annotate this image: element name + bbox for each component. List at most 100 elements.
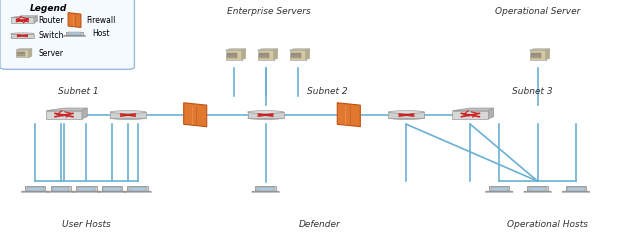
Bar <box>388 112 424 118</box>
Polygon shape <box>452 111 488 119</box>
Text: Legend: Legend <box>30 4 68 12</box>
Ellipse shape <box>110 117 146 120</box>
Ellipse shape <box>11 37 34 38</box>
Bar <box>527 186 548 191</box>
Bar <box>52 187 69 191</box>
Polygon shape <box>68 13 81 27</box>
Polygon shape <box>488 108 493 119</box>
Polygon shape <box>257 49 278 50</box>
Text: Firewall: Firewall <box>86 16 115 25</box>
Polygon shape <box>82 108 87 119</box>
Ellipse shape <box>248 117 284 120</box>
Text: Enterprise Servers: Enterprise Servers <box>227 7 310 16</box>
Polygon shape <box>21 191 49 192</box>
Polygon shape <box>452 108 493 111</box>
Bar <box>16 50 29 57</box>
Bar <box>25 186 45 191</box>
Bar <box>127 186 148 191</box>
Bar <box>27 187 44 191</box>
Polygon shape <box>11 16 37 17</box>
Text: Operational Server: Operational Server <box>495 7 580 16</box>
Bar <box>257 50 274 60</box>
Polygon shape <box>289 49 310 50</box>
Bar <box>259 55 269 56</box>
Text: Server: Server <box>38 49 63 58</box>
Bar <box>255 186 276 191</box>
Bar <box>489 186 509 191</box>
Text: Switch: Switch <box>38 31 64 40</box>
Bar <box>11 34 34 38</box>
Bar <box>531 55 541 56</box>
Bar <box>67 32 83 35</box>
Bar <box>225 50 242 60</box>
Bar <box>291 56 301 57</box>
Polygon shape <box>63 35 86 36</box>
Polygon shape <box>485 191 513 192</box>
Text: Subnet 2: Subnet 2 <box>307 87 348 96</box>
Text: Host: Host <box>92 29 110 38</box>
Bar <box>129 187 146 191</box>
Bar <box>529 187 546 191</box>
Text: User Hosts: User Hosts <box>62 220 111 229</box>
Bar <box>104 187 120 191</box>
Bar <box>76 186 97 191</box>
Bar <box>289 50 306 60</box>
Polygon shape <box>46 108 87 111</box>
Polygon shape <box>242 49 246 60</box>
Bar <box>566 186 586 191</box>
Bar <box>227 53 237 55</box>
Bar <box>17 52 25 54</box>
Bar <box>531 56 541 57</box>
Polygon shape <box>11 17 34 23</box>
Bar <box>248 112 284 118</box>
Text: Router: Router <box>38 16 64 25</box>
Polygon shape <box>274 49 278 60</box>
Text: Subnet 1: Subnet 1 <box>58 87 98 96</box>
Polygon shape <box>529 49 550 50</box>
Polygon shape <box>124 191 152 192</box>
Polygon shape <box>306 49 310 60</box>
Polygon shape <box>47 191 75 192</box>
Bar <box>291 53 301 55</box>
Text: Subnet 3: Subnet 3 <box>512 87 552 96</box>
Ellipse shape <box>110 111 146 113</box>
Bar <box>78 187 95 191</box>
Polygon shape <box>29 49 32 57</box>
Polygon shape <box>524 191 552 192</box>
Bar <box>491 187 508 191</box>
Polygon shape <box>225 49 246 50</box>
Bar <box>257 187 274 191</box>
Polygon shape <box>46 111 82 119</box>
Bar <box>227 55 237 56</box>
Text: Defender: Defender <box>299 220 341 229</box>
Bar <box>531 53 541 55</box>
Bar <box>529 50 546 60</box>
Bar <box>227 56 237 57</box>
Bar <box>51 186 71 191</box>
Bar <box>568 187 584 191</box>
Ellipse shape <box>11 33 34 35</box>
Text: Operational Hosts: Operational Hosts <box>507 220 588 229</box>
Bar <box>227 57 237 58</box>
Polygon shape <box>34 16 37 23</box>
Bar <box>291 55 301 56</box>
Polygon shape <box>98 191 126 192</box>
Bar <box>68 32 81 35</box>
Bar <box>531 57 541 58</box>
Bar <box>102 186 122 191</box>
Bar <box>259 56 269 57</box>
Ellipse shape <box>248 111 284 113</box>
Ellipse shape <box>388 117 424 120</box>
Bar <box>110 112 146 118</box>
Polygon shape <box>546 49 550 60</box>
Polygon shape <box>184 103 207 127</box>
Polygon shape <box>562 191 590 192</box>
Bar <box>17 55 25 56</box>
Polygon shape <box>16 49 32 50</box>
Ellipse shape <box>388 111 424 113</box>
Polygon shape <box>252 191 280 192</box>
Polygon shape <box>72 191 100 192</box>
Polygon shape <box>337 103 360 127</box>
Bar <box>259 57 269 58</box>
FancyBboxPatch shape <box>0 0 134 69</box>
